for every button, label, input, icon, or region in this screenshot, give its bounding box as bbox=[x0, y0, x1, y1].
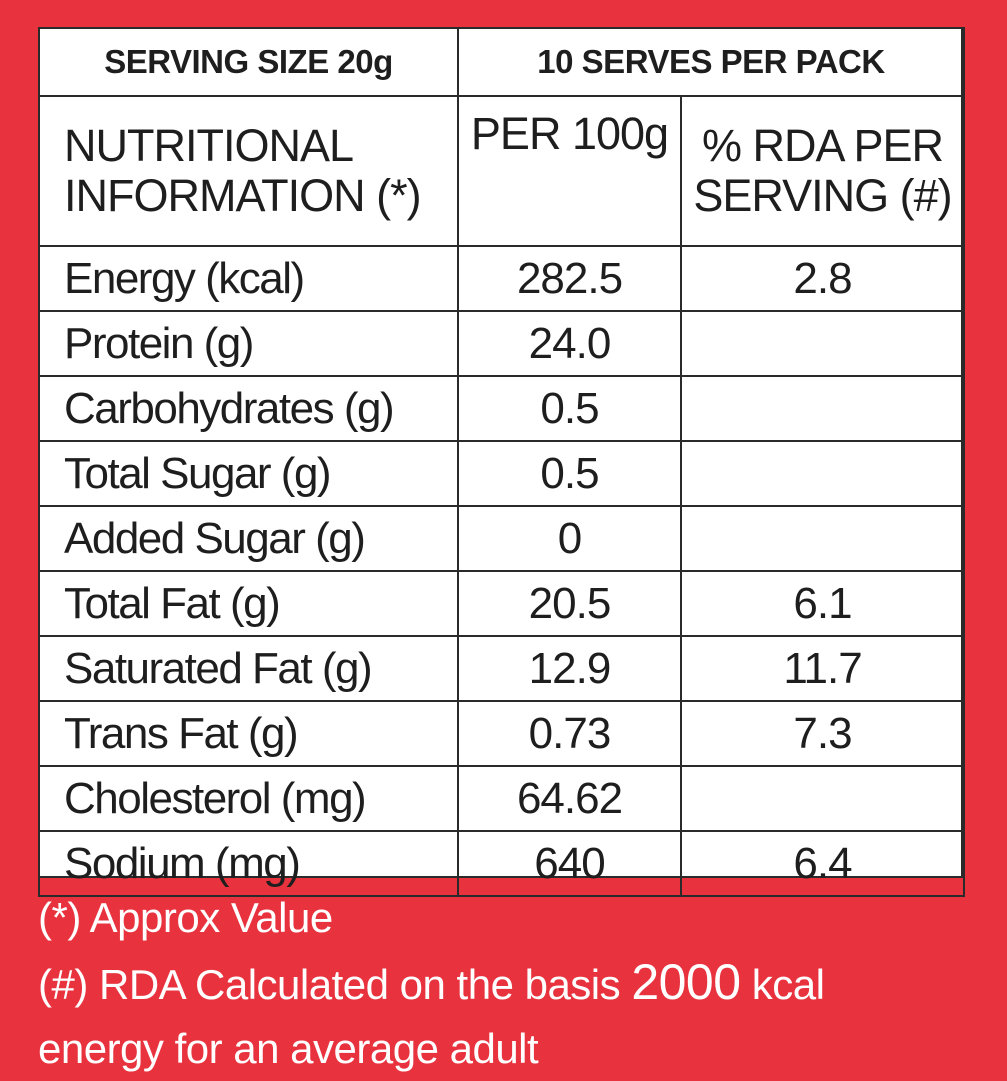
nutrient-rda: 11.7 bbox=[679, 635, 966, 702]
nutrient-rda bbox=[679, 505, 966, 572]
nutritional-information-header: NUTRITIONAL INFORMATION (*) bbox=[38, 95, 459, 247]
nutrient-per-100g: 282.5 bbox=[457, 245, 682, 312]
footnote-rda: (#) RDA Calculated on the basis 2000 kca… bbox=[38, 950, 978, 1017]
nutrient-name: Protein (g) bbox=[38, 310, 459, 377]
nutrient-row: Sodium (mg) 640 6.4 bbox=[38, 830, 966, 897]
header-row: NUTRITIONAL INFORMATION (*) PER 100g % R… bbox=[38, 95, 966, 247]
nutrient-row: Saturated Fat (g) 12.9 11.7 bbox=[38, 635, 966, 702]
nutrient-rda: 2.8 bbox=[679, 245, 966, 312]
nutrient-rda bbox=[679, 765, 966, 832]
nutrient-row: Carbohydrates (g) 0.5 bbox=[38, 375, 966, 442]
footnote-approx: (*) Approx Value bbox=[38, 894, 333, 941]
nutrient-per-100g: 24.0 bbox=[457, 310, 682, 377]
nutrient-row: Total Fat (g) 20.5 6.1 bbox=[38, 570, 966, 637]
nutrient-row: Total Sugar (g) 0.5 bbox=[38, 440, 966, 507]
header-rda-line1: % RDA PER bbox=[701, 120, 944, 171]
nutrient-row: Energy (kcal) 282.5 2.8 bbox=[38, 245, 966, 312]
nutrient-rda: 7.3 bbox=[679, 700, 966, 767]
nutrient-row: Protein (g) 24.0 bbox=[38, 310, 966, 377]
per-100g-header: PER 100g bbox=[457, 95, 682, 247]
nutrient-name: Trans Fat (g) bbox=[38, 700, 459, 767]
nutrient-per-100g: 0 bbox=[457, 505, 682, 572]
nutrient-per-100g: 20.5 bbox=[457, 570, 682, 637]
header-label-line1: NUTRITIONAL bbox=[64, 120, 354, 171]
footnote-rda-suffix: kcal bbox=[740, 961, 825, 1008]
serves-per-pack: 10 SERVES PER PACK bbox=[456, 27, 966, 97]
header-label-line2: INFORMATION (*) bbox=[64, 170, 422, 221]
nutrient-rows: Energy (kcal) 282.5 2.8 Protein (g) 24.0 Carb… bbox=[38, 245, 966, 897]
nutrient-per-100g: 0.5 bbox=[457, 440, 682, 507]
nutrient-name: Total Sugar (g) bbox=[38, 440, 459, 507]
nutrient-rda: 6.4 bbox=[679, 830, 966, 897]
nutrient-per-100g: 0.5 bbox=[457, 375, 682, 442]
nutrition-table: SERVING SIZE 20g 10 SERVES PER PACK NUTR… bbox=[38, 27, 966, 897]
nutrient-row: Cholesterol (mg) 64.62 bbox=[38, 765, 966, 832]
nutrient-per-100g: 64.62 bbox=[457, 765, 682, 832]
serving-size: SERVING SIZE 20g bbox=[38, 27, 459, 97]
nutrient-rda bbox=[679, 440, 966, 507]
serving-row: SERVING SIZE 20g 10 SERVES PER PACK bbox=[38, 27, 966, 97]
footnote-rda-prefix: (#) RDA Calculated on the basis bbox=[38, 961, 632, 1008]
rda-header: % RDA PER SERVING (#) bbox=[679, 95, 966, 247]
nutrient-name: Sodium (mg) bbox=[38, 830, 459, 897]
nutrient-name: Saturated Fat (g) bbox=[38, 635, 459, 702]
nutrient-rda bbox=[679, 310, 966, 377]
nutrient-rda: 6.1 bbox=[679, 570, 966, 637]
nutrient-name: Energy (kcal) bbox=[38, 245, 459, 312]
nutrient-per-100g: 640 bbox=[457, 830, 682, 897]
nutrient-per-100g: 12.9 bbox=[457, 635, 682, 702]
nutrient-rda bbox=[679, 375, 966, 442]
nutrient-name: Added Sugar (g) bbox=[38, 505, 459, 572]
nutrient-name: Carbohydrates (g) bbox=[38, 375, 459, 442]
nutrient-name: Cholesterol (mg) bbox=[38, 765, 459, 832]
nutrient-name: Total Fat (g) bbox=[38, 570, 459, 637]
nutrient-row: Trans Fat (g) 0.73 7.3 bbox=[38, 700, 966, 767]
footnote-rda-number: 2000 bbox=[631, 954, 741, 1010]
nutrient-row: Added Sugar (g) 0 bbox=[38, 505, 966, 572]
header-rda-line2: SERVING (#) bbox=[693, 170, 952, 221]
footnote-rda-line2: energy for an average adult bbox=[38, 1025, 539, 1072]
nutrient-per-100g: 0.73 bbox=[457, 700, 682, 767]
footnotes: (*) Approx Value (#) RDA Calculated on t… bbox=[38, 886, 978, 1081]
